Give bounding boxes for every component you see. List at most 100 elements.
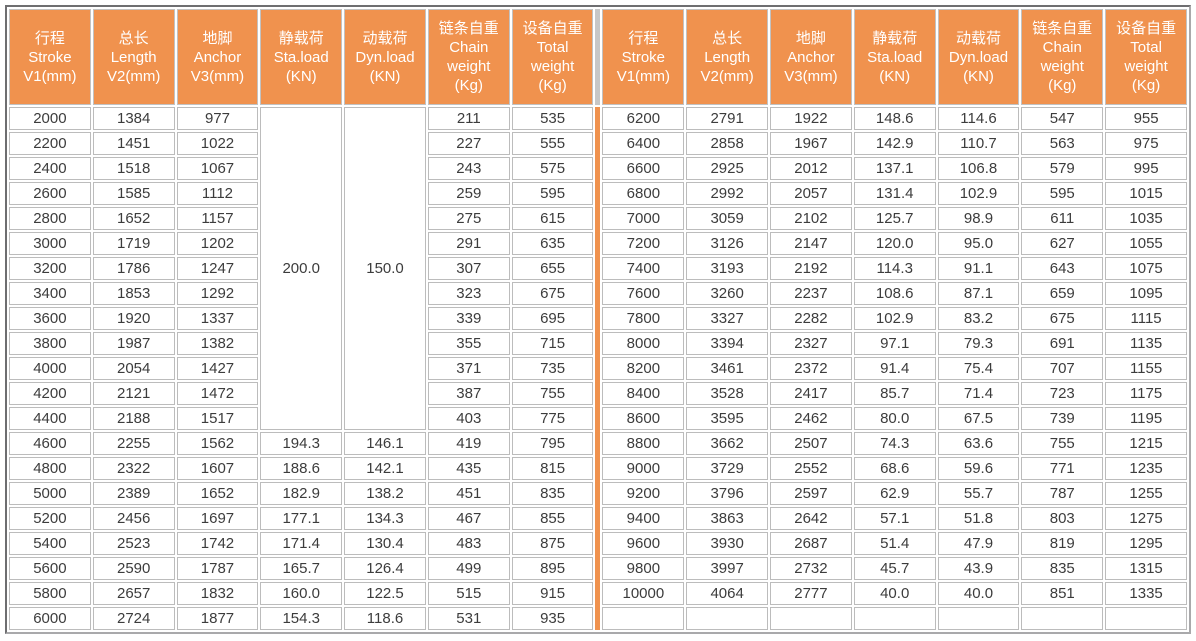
cell-right-dyn-load: 63.6 [937, 432, 1020, 455]
cell-right-anchor: 2102 [770, 207, 852, 230]
header-line: 静载荷 [278, 29, 324, 47]
cell-right-length: 2992 [686, 182, 769, 205]
cell-left-length: 2188 [92, 407, 175, 430]
cell-left-dyn-load: 134.3 [344, 507, 426, 530]
header-line: V3(mm) [190, 67, 245, 85]
header-line: Stroke [621, 48, 666, 66]
cell-left-sta-load: 194.3 [260, 432, 343, 455]
cell-right-total-weight: 1255 [1105, 482, 1187, 505]
cell-right-stroke: 8600 [602, 407, 685, 430]
cell-left-length: 2456 [92, 507, 175, 530]
cell-left-stroke: 4000 [9, 357, 91, 380]
header-line: weight [1124, 58, 1168, 75]
cell-right-stroke: 9400 [602, 507, 685, 530]
cell-left-sta-load: 182.9 [260, 482, 343, 505]
cell-right-sta-load [853, 607, 936, 630]
cell-right-anchor: 2327 [770, 332, 852, 355]
header-line: 总长 [712, 29, 743, 47]
cell-right-sta-load: 45.7 [853, 557, 936, 580]
cell-left-anchor: 1157 [176, 207, 259, 230]
cell-right-sta-load: 137.1 [853, 157, 936, 180]
cell-right-anchor: 1922 [770, 107, 852, 130]
cell-right-anchor: 2777 [770, 582, 852, 605]
header-line: 设备自重 [522, 20, 583, 37]
cell-left-length: 2657 [92, 582, 175, 605]
cell-right-chain-weight: 835 [1021, 557, 1104, 580]
cell-right-anchor: 2552 [770, 457, 852, 480]
cell-left-stroke: 5400 [9, 532, 91, 555]
cell-left-chain-weight: 275 [427, 207, 510, 230]
cell-left-anchor: 1382 [176, 332, 259, 355]
header-line: Anchor [193, 48, 242, 66]
cell-left-stroke: 5600 [9, 557, 91, 580]
cell-left-dyn-load-merged: 150.0 [344, 107, 426, 430]
cell-left-chain-weight: 483 [427, 532, 510, 555]
header-right-sta-load: 静载荷 Sta.load (KN) [853, 9, 936, 105]
cell-right-anchor: 2462 [770, 407, 852, 430]
cell-right-stroke: 7000 [602, 207, 685, 230]
cell-left-stroke: 3400 [9, 282, 91, 305]
table-row: 4400 2188 1517 403 775 8600 3595 2462 80.0 67.5 73… [9, 407, 1187, 430]
cell-left-length: 1987 [92, 332, 175, 355]
cell-right-dyn-load: 51.8 [937, 507, 1020, 530]
cell-left-anchor: 1697 [176, 507, 259, 530]
cell-right-dyn-load: 106.8 [937, 157, 1020, 180]
cell-right-length: 3997 [686, 557, 769, 580]
cell-right-sta-load: 148.6 [853, 107, 936, 130]
cell-right-dyn-load: 95.0 [937, 232, 1020, 255]
cell-right-sta-load: 120.0 [853, 232, 936, 255]
cell-left-length: 1384 [92, 107, 175, 130]
cell-right-total-weight: 1335 [1105, 582, 1187, 605]
header-right-anchor: 地脚 Anchor V3(mm) [770, 9, 852, 105]
header-line: 动载荷 [362, 29, 408, 47]
header-right-length: 总长 Length V2(mm) [686, 9, 769, 105]
cell-left-total-weight: 675 [511, 282, 594, 305]
cell-left-anchor: 1832 [176, 582, 259, 605]
cell-left-anchor: 1517 [176, 407, 259, 430]
header-right-dyn-load: 动载荷 Dyn.load (KN) [937, 9, 1020, 105]
cell-left-chain-weight: 467 [427, 507, 510, 530]
cell-right-stroke: 6400 [602, 132, 685, 155]
cell-left-length: 2523 [92, 532, 175, 555]
cell-right-anchor: 2192 [770, 257, 852, 280]
cell-left-length: 1786 [92, 257, 175, 280]
header-left-length: 总长 Length V2(mm) [92, 9, 175, 105]
cell-right-sta-load: 91.4 [853, 357, 936, 380]
header-line: Length [110, 48, 157, 66]
cell-right-stroke: 9200 [602, 482, 685, 505]
cell-left-length: 1719 [92, 232, 175, 255]
cell-left-anchor: 1787 [176, 557, 259, 580]
table-row: 4800 2322 1607 188.6 142.1 435 815 9000 3729 2552… [9, 457, 1187, 480]
cell-right-total-weight: 1275 [1105, 507, 1187, 530]
cell-left-chain-weight: 435 [427, 457, 510, 480]
cell-right-dyn-load: 59.6 [937, 457, 1020, 480]
cell-left-length: 2054 [92, 357, 175, 380]
cell-right-stroke: 6800 [602, 182, 685, 205]
cell-left-total-weight: 935 [511, 607, 594, 630]
header-line: V2(mm) [107, 67, 161, 85]
cell-left-sta-load: 188.6 [260, 457, 343, 480]
cell-right-dyn-load: 43.9 [937, 557, 1020, 580]
header-line: Length [704, 48, 751, 66]
header-line: 行程 [34, 29, 65, 47]
header-line: (KN) [879, 67, 911, 85]
cell-right-dyn-load: 98.9 [937, 207, 1020, 230]
cell-left-length: 2255 [92, 432, 175, 455]
cell-left-total-weight: 595 [511, 182, 594, 205]
table-row: 3400 1853 1292 323 675 7600 3260 2237 108.6 87.1 6… [9, 282, 1187, 305]
cell-left-length: 1518 [92, 157, 175, 180]
cell-right-stroke: 7400 [602, 257, 685, 280]
cell-right-total-weight: 975 [1105, 132, 1187, 155]
cell-left-stroke: 5200 [9, 507, 91, 530]
cell-right-sta-load: 80.0 [853, 407, 936, 430]
table-row: 5600 2590 1787 165.7 126.4 499 895 9800 3997 2732… [9, 557, 1187, 580]
cell-right-length: 2858 [686, 132, 769, 155]
cell-right-total-weight: 1155 [1105, 357, 1187, 380]
cell-right-anchor: 2687 [770, 532, 852, 555]
cell-right-dyn-load: 114.6 [937, 107, 1020, 130]
cell-left-stroke: 2000 [9, 107, 91, 130]
header-left-dyn-load: 动载荷 Dyn.load (KN) [344, 9, 426, 105]
cell-left-dyn-load: 142.1 [344, 457, 426, 480]
cell-right-total-weight: 955 [1105, 107, 1187, 130]
cell-left-anchor: 1067 [176, 157, 259, 180]
